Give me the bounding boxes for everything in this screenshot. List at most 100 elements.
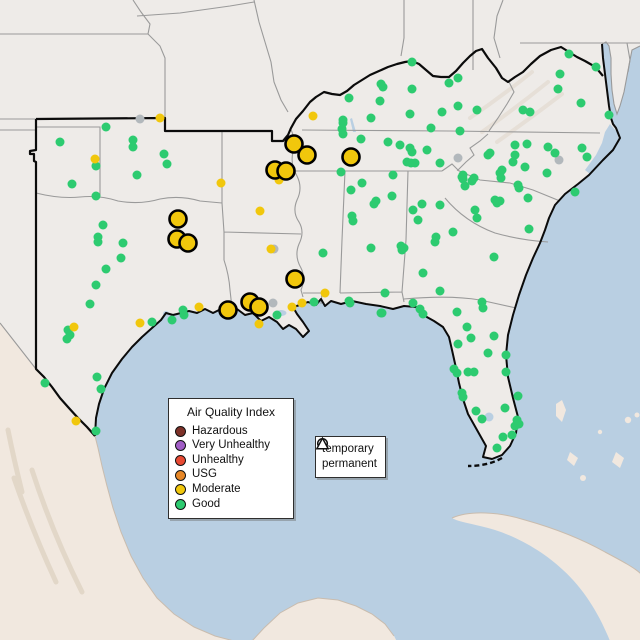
station-marker-good[interactable] (525, 107, 535, 117)
station-marker-good[interactable] (418, 268, 428, 278)
station-marker-moderate[interactable] (135, 318, 145, 328)
station-marker-good[interactable] (357, 178, 367, 188)
station-marker-good[interactable] (387, 191, 397, 201)
station-marker-good[interactable] (98, 220, 108, 230)
station-marker-good[interactable] (496, 173, 506, 183)
station-marker-moderate[interactable] (308, 111, 318, 121)
station-marker-moderate[interactable] (155, 113, 165, 123)
station-marker-good[interactable] (118, 238, 128, 248)
station-marker-good[interactable] (346, 185, 356, 195)
station-marker-good[interactable] (128, 142, 138, 152)
station-marker-moderate[interactable] (194, 302, 204, 312)
station-marker-good[interactable] (452, 368, 462, 378)
station-marker-good[interactable] (478, 303, 488, 313)
station-marker-good[interactable] (344, 93, 354, 103)
station-marker-good[interactable] (132, 170, 142, 180)
station-marker-good[interactable] (455, 126, 465, 136)
station-marker-good[interactable] (40, 378, 50, 388)
station-marker-good[interactable] (453, 73, 463, 83)
station-marker-moderate-temporary[interactable] (285, 269, 305, 289)
station-marker-good[interactable] (101, 264, 111, 274)
station-marker-good[interactable] (147, 317, 157, 327)
station-marker-moderate[interactable] (71, 416, 81, 426)
station-marker-good[interactable] (501, 350, 511, 360)
station-marker-no-data[interactable] (453, 153, 463, 163)
station-marker-moderate[interactable] (297, 298, 307, 308)
station-marker-good[interactable] (378, 82, 388, 92)
station-marker-good[interactable] (518, 105, 528, 115)
station-marker-good[interactable] (366, 243, 376, 253)
station-marker-good[interactable] (444, 78, 454, 88)
station-marker-good[interactable] (426, 123, 436, 133)
station-marker-moderate[interactable] (69, 322, 79, 332)
station-marker-good[interactable] (128, 135, 138, 145)
station-marker-good[interactable] (167, 315, 177, 325)
station-marker-good[interactable] (406, 158, 416, 168)
station-marker-good[interactable] (356, 134, 366, 144)
station-marker-good[interactable] (469, 173, 479, 183)
station-marker-good[interactable] (462, 322, 472, 332)
station-marker-good[interactable] (388, 170, 398, 180)
station-marker-good[interactable] (179, 310, 189, 320)
station-marker-good[interactable] (162, 159, 172, 169)
station-marker-good[interactable] (470, 205, 480, 215)
station-marker-good[interactable] (472, 213, 482, 223)
station-marker-good[interactable] (483, 150, 493, 160)
station-marker-moderate-temporary[interactable] (276, 161, 296, 181)
station-marker-good[interactable] (452, 307, 462, 317)
station-marker-moderate[interactable] (287, 302, 297, 312)
station-marker-good[interactable] (543, 142, 553, 152)
station-marker-good[interactable] (418, 309, 428, 319)
station-marker-good[interactable] (508, 157, 518, 167)
station-marker-moderate[interactable] (216, 178, 226, 188)
station-marker-no-data[interactable] (135, 114, 145, 124)
station-marker-good[interactable] (501, 367, 511, 377)
station-marker-good[interactable] (318, 248, 328, 258)
station-marker-good[interactable] (513, 391, 523, 401)
station-marker-good[interactable] (466, 333, 476, 343)
station-marker-good[interactable] (67, 179, 77, 189)
station-marker-good[interactable] (500, 403, 510, 413)
station-marker-good[interactable] (514, 183, 524, 193)
station-marker-good[interactable] (91, 426, 101, 436)
station-marker-good[interactable] (85, 299, 95, 309)
station-marker-good[interactable] (564, 49, 574, 59)
station-marker-good[interactable] (91, 191, 101, 201)
station-marker-good[interactable] (514, 419, 524, 429)
station-marker-good[interactable] (458, 392, 468, 402)
station-marker-good[interactable] (376, 308, 386, 318)
station-marker-good[interactable] (116, 253, 126, 263)
station-marker-good[interactable] (430, 237, 440, 247)
station-marker-good[interactable] (472, 105, 482, 115)
station-marker-moderate-temporary[interactable] (178, 233, 198, 253)
station-marker-good[interactable] (489, 252, 499, 262)
station-marker-good[interactable] (510, 150, 520, 160)
station-marker-good[interactable] (542, 168, 552, 178)
station-marker-good[interactable] (348, 216, 358, 226)
station-marker-good[interactable] (520, 162, 530, 172)
station-marker-good[interactable] (448, 227, 458, 237)
station-marker-good[interactable] (405, 109, 415, 119)
station-marker-good[interactable] (272, 310, 282, 320)
station-marker-moderate-temporary[interactable] (284, 134, 304, 154)
station-marker-good[interactable] (375, 96, 385, 106)
station-marker-moderate[interactable] (254, 319, 264, 329)
station-marker-good[interactable] (336, 167, 346, 177)
station-marker-good[interactable] (91, 161, 101, 171)
station-marker-moderate[interactable] (90, 154, 100, 164)
station-marker-good[interactable] (338, 115, 348, 125)
station-marker-good[interactable] (345, 298, 355, 308)
station-marker-good[interactable] (550, 148, 560, 158)
station-marker-good[interactable] (408, 205, 418, 215)
station-marker-good[interactable] (458, 170, 468, 180)
station-marker-good[interactable] (55, 137, 65, 147)
station-marker-good[interactable] (395, 140, 405, 150)
station-marker-good[interactable] (524, 224, 534, 234)
station-marker-good[interactable] (490, 195, 500, 205)
station-marker-good[interactable] (101, 122, 111, 132)
station-marker-good[interactable] (93, 237, 103, 247)
station-marker-good[interactable] (492, 443, 502, 453)
station-marker-good[interactable] (92, 372, 102, 382)
station-marker-good[interactable] (576, 98, 586, 108)
